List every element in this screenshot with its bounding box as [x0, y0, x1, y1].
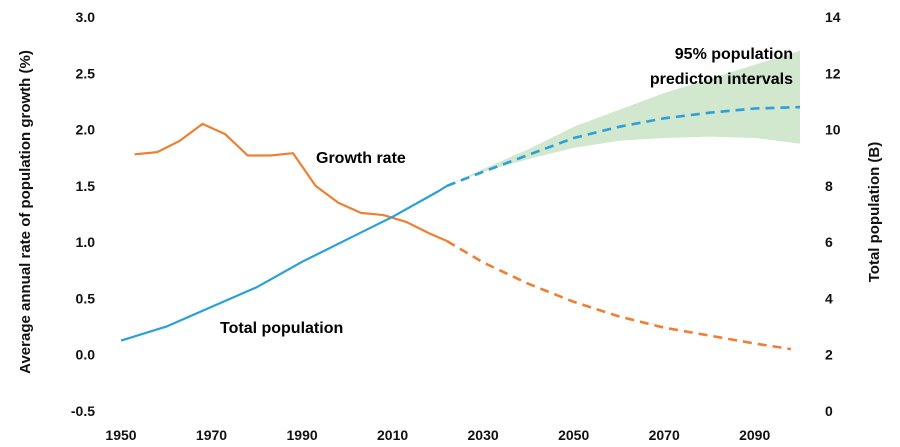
y-right-tick-label: 12: [825, 65, 841, 81]
y-right-tick-label: 14: [825, 9, 841, 25]
y-right-tick-label: 8: [825, 178, 833, 194]
x-tick-label: 1950: [105, 427, 136, 443]
x-tick-label: 2050: [558, 427, 589, 443]
left-axis-title: Average annual rate of population growth…: [17, 50, 34, 374]
y-left-tick-label: 0.5: [76, 290, 96, 306]
y-left-tick-label: 2.0: [76, 122, 96, 138]
series-lines-layer: [120, 105, 801, 351]
y-right-tick-label: 2: [825, 347, 833, 363]
y-left-tick-label: 3.0: [76, 9, 96, 25]
total-population-observed-line: [120, 184, 448, 342]
growth-rate-label: Growth rate: [316, 150, 406, 167]
total-population-projected-line: [446, 105, 801, 188]
y-left-tick-label: 1.0: [76, 234, 96, 250]
x-tick-label: 2010: [377, 427, 408, 443]
right-axis-title: Total population (B): [866, 142, 883, 283]
y-left-tick-label: 2.5: [76, 65, 96, 81]
interval-label-line2: predicton intervals: [650, 71, 793, 88]
growth-rate-observed-line: [134, 122, 448, 243]
interval-label-line1: 95% population: [675, 46, 793, 63]
y-right-tick-label: 0: [825, 403, 833, 419]
growth-rate-projected-line: [446, 239, 792, 351]
y-left-tick-label: -0.5: [71, 403, 95, 419]
y-right-tick-label: 4: [825, 290, 833, 306]
x-tick-label: 1990: [287, 427, 318, 443]
y-left-tick-label: 0.0: [76, 347, 96, 363]
y-right-tick-label: 10: [825, 122, 841, 138]
x-tick-label: 2030: [468, 427, 499, 443]
y-right-tick-label: 6: [825, 234, 833, 250]
x-tick-label: 1970: [196, 427, 227, 443]
x-tick-label: 2070: [649, 427, 680, 443]
x-tick-label: 2090: [739, 427, 770, 443]
total-population-label: Total population: [220, 320, 343, 337]
axes-layer: 1950 1970 1990 2010 2030 2050 2070 20903.02.52.…: [71, 9, 841, 443]
y-left-tick-label: 1.5: [76, 178, 96, 194]
